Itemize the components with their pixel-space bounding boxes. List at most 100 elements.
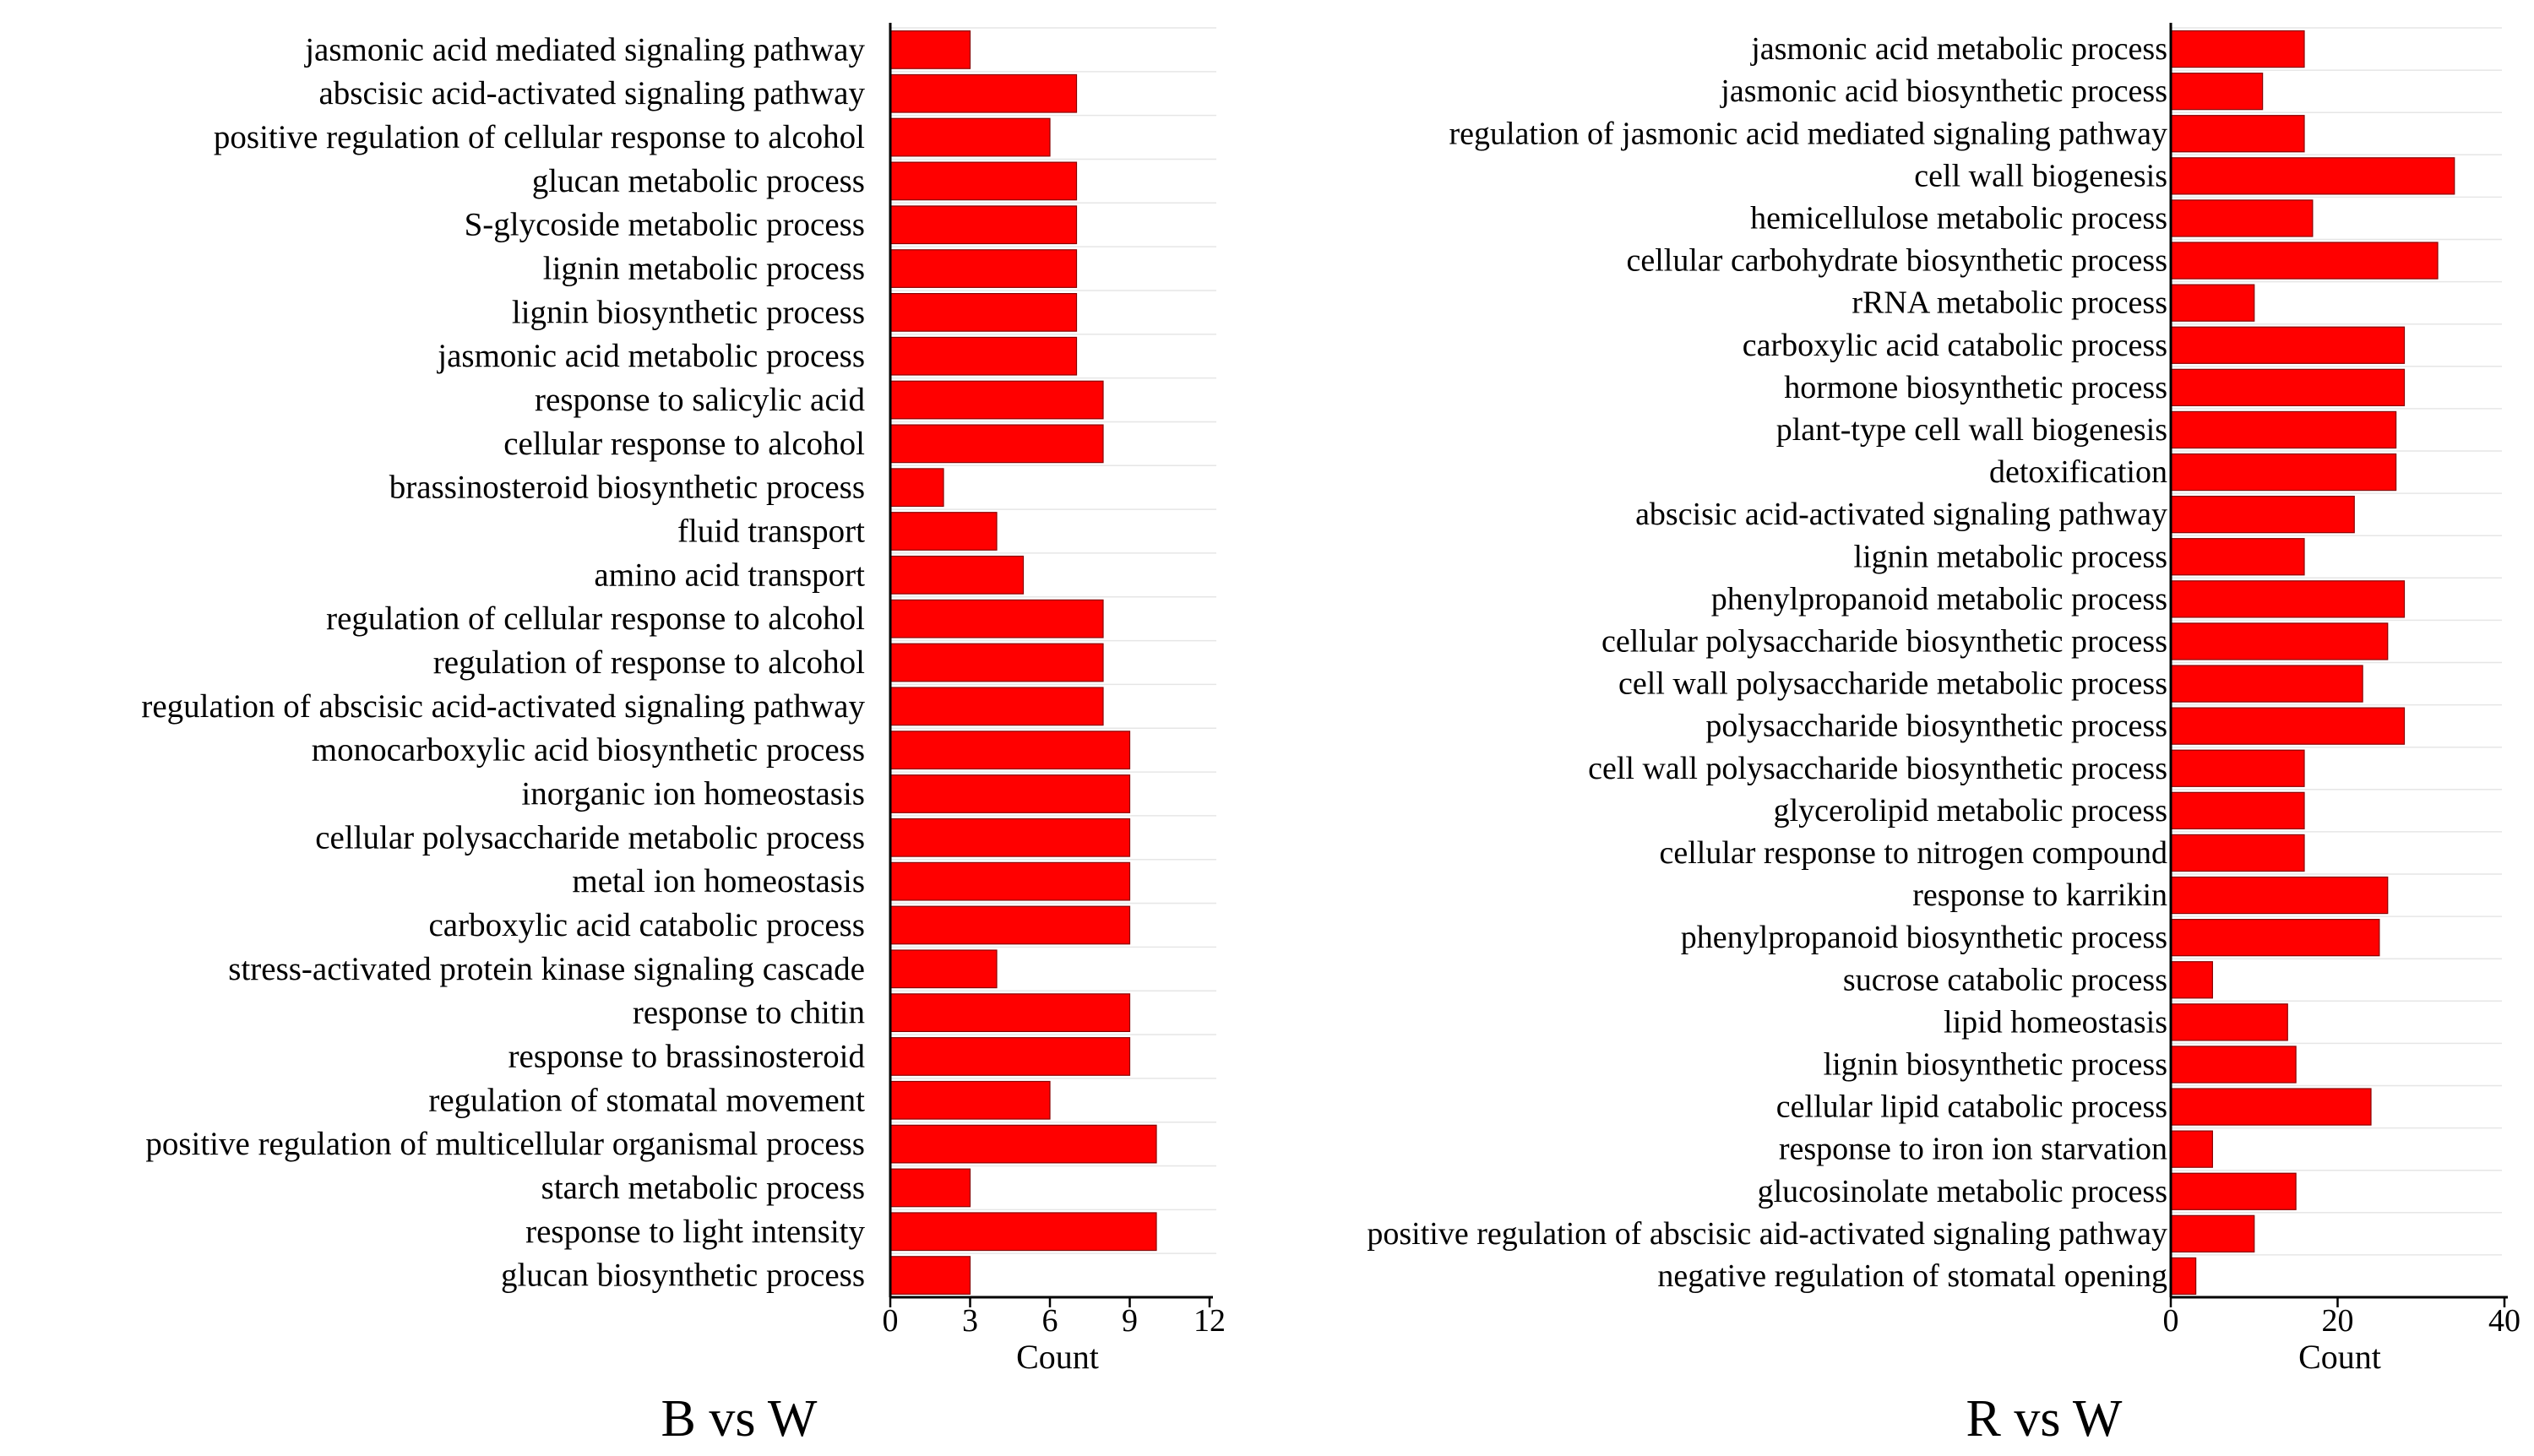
category-label: inorganic ion homeostasis xyxy=(521,775,865,812)
bar xyxy=(889,861,1131,901)
category-label: regulation of abscisic acid-activated si… xyxy=(141,688,865,725)
bar xyxy=(2170,410,2397,449)
category-label: positive regulation of abscisic aid-acti… xyxy=(1367,1216,2167,1252)
x-tick-label: 12 xyxy=(1194,1303,1226,1339)
category-label: hemicellulose metabolic process xyxy=(1750,200,2167,236)
category-label: cellular polysaccharide metabolic proces… xyxy=(315,819,865,856)
bar xyxy=(889,643,1104,682)
bar xyxy=(2170,1257,2197,1296)
bar xyxy=(889,161,1078,201)
bar xyxy=(2170,919,2380,957)
bar xyxy=(2170,73,2264,111)
category-label: lignin metabolic process xyxy=(1854,539,2167,574)
category-label: cell wall polysaccharide metabolic proce… xyxy=(1618,666,2167,702)
bar xyxy=(889,249,1078,288)
x-tick-label: 20 xyxy=(2322,1303,2354,1339)
category-label: lipid homeostasis xyxy=(1944,1004,2167,1040)
category-label: rRNA metabolic process xyxy=(1852,285,2167,321)
bar xyxy=(2170,496,2355,534)
panel-title: R vs W xyxy=(1966,1390,2123,1448)
bar xyxy=(889,731,1131,770)
category-label: phenylpropanoid biosynthetic process xyxy=(1681,920,2167,955)
bar xyxy=(2170,368,2406,406)
bar xyxy=(2170,115,2305,153)
category-label: jasmonic acid mediated signaling pathway xyxy=(303,31,865,68)
bar xyxy=(2170,284,2255,322)
category-label: abscisic acid-activated signaling pathwa… xyxy=(318,75,865,111)
bar xyxy=(2170,1172,2297,1210)
bar xyxy=(2170,834,2305,872)
category-label: response to karrikin xyxy=(1912,877,2167,913)
panel-title: B vs W xyxy=(661,1390,818,1448)
bar xyxy=(889,949,998,989)
bar xyxy=(889,424,1104,464)
bar xyxy=(889,1256,971,1295)
bar xyxy=(2170,242,2439,280)
category-label: stress-activated protein kinase signalin… xyxy=(228,951,865,987)
category-label: jasmonic acid biosynthetic process xyxy=(1719,73,2167,109)
bar xyxy=(889,512,998,551)
category-label: glucan metabolic process xyxy=(532,163,865,199)
category-label: carboxylic acid catabolic process xyxy=(428,907,865,943)
category-label: cellular lipid catabolic process xyxy=(1776,1089,2167,1125)
bar xyxy=(889,205,1078,245)
bar xyxy=(2170,538,2305,576)
category-label: phenylpropanoid metabolic process xyxy=(1711,581,2167,617)
bar xyxy=(889,380,1104,420)
category-label: positive regulation of multicellular org… xyxy=(145,1126,865,1162)
category-label: lignin biosynthetic process xyxy=(1824,1046,2167,1082)
bar xyxy=(889,1212,1157,1252)
category-label: jasmonic acid metabolic process xyxy=(436,338,865,374)
bar xyxy=(2170,157,2455,195)
category-label: polysaccharide biosynthetic process xyxy=(1705,709,2167,744)
bar xyxy=(2170,30,2305,68)
category-label: response to iron ion starvation xyxy=(1779,1132,2167,1167)
bar xyxy=(2170,665,2363,703)
bar xyxy=(2170,1214,2255,1252)
x-axis-label: Count xyxy=(1016,1338,1099,1376)
bar xyxy=(2170,876,2389,915)
chart-panel-r-vs-w: jasmonic acid metabolic process jasmonic … xyxy=(1367,23,2520,1448)
bar xyxy=(2170,622,2389,660)
category-label: abscisic acid-activated signaling pathwa… xyxy=(1635,497,2167,532)
x-tick-label: 0 xyxy=(2163,1303,2179,1339)
bar xyxy=(889,117,1051,157)
x-tick-label: 9 xyxy=(1122,1303,1138,1339)
chart-panel-b-vs-w: jasmonic acid mediated signaling pathway… xyxy=(141,23,1226,1448)
category-label: monocarboxylic acid biosynthetic process xyxy=(312,732,865,769)
category-label: regulation of jasmonic acid mediated sig… xyxy=(1449,116,2167,151)
category-label: cellular polysaccharide biosynthetic pro… xyxy=(1601,623,2167,659)
x-axis-label: Count xyxy=(2298,1338,2381,1376)
category-label: brassinosteroid biosynthetic process xyxy=(389,470,865,506)
bar xyxy=(889,555,1025,595)
category-label: glycerolipid metabolic process xyxy=(1774,793,2167,829)
bar xyxy=(2170,1046,2297,1084)
bar xyxy=(2170,707,2406,745)
bar xyxy=(2170,791,2305,829)
category-label: response to light intensity xyxy=(525,1214,865,1250)
category-label: jasmonic acid metabolic process xyxy=(1749,31,2167,67)
category-label: glucosinolate metabolic process xyxy=(1758,1174,2167,1209)
x-tick-label: 40 xyxy=(2488,1303,2520,1339)
bar xyxy=(889,1124,1157,1164)
category-label: regulation of cellular response to alcoh… xyxy=(326,600,865,637)
bar xyxy=(889,468,944,508)
category-label: lignin biosynthetic process xyxy=(512,294,865,330)
category-label: hormone biosynthetic process xyxy=(1784,370,2167,405)
bar xyxy=(889,993,1131,1033)
bar xyxy=(889,292,1078,332)
category-label: lignin metabolic process xyxy=(543,251,865,287)
category-label: cell wall biogenesis xyxy=(1914,158,2167,193)
bar xyxy=(2170,1003,2288,1041)
category-label: positive regulation of cellular response… xyxy=(214,119,865,155)
bar xyxy=(889,1037,1131,1076)
category-label: fluid transport xyxy=(677,513,865,550)
category-label: response to brassinosteroid xyxy=(508,1038,866,1074)
bar xyxy=(889,1080,1051,1120)
bar xyxy=(889,30,971,69)
category-label: sucrose catabolic process xyxy=(1843,962,2167,997)
bar xyxy=(2170,580,2406,618)
category-label: glucan biosynthetic process xyxy=(501,1258,865,1294)
bar xyxy=(889,1168,971,1208)
